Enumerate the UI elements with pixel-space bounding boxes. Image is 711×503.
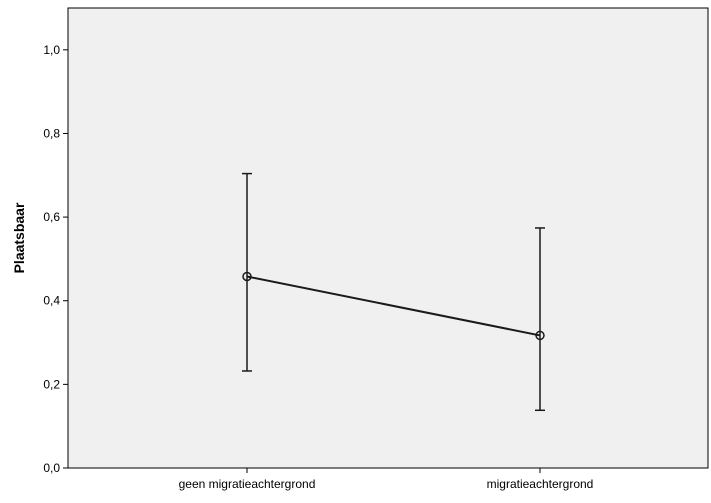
y-tick-label: 1,0 xyxy=(43,43,60,57)
y-tick-label: 0,0 xyxy=(43,461,60,475)
y-tick-label: 0,2 xyxy=(43,377,60,391)
y-tick-label: 0,8 xyxy=(43,126,60,140)
data-point-marker xyxy=(242,271,252,282)
data-point-marker xyxy=(535,330,545,341)
x-tick-label: geen migratieachtergrond xyxy=(179,477,316,491)
series-line xyxy=(246,275,541,337)
plot-area-background xyxy=(67,7,709,469)
y-axis-label: Plaatsbaar xyxy=(11,202,27,273)
y-tick-label: 0,6 xyxy=(43,210,60,224)
y-axis: 0,0 0,2 0,4 0,6 0,8 1,0 xyxy=(43,43,68,475)
series-layer xyxy=(242,172,545,412)
y-tick-label: 0,4 xyxy=(43,294,60,308)
x-axis: geen migratieachtergrond migratieachtergr… xyxy=(179,468,594,491)
x-tick-label: migratieachtergrond xyxy=(487,477,594,491)
